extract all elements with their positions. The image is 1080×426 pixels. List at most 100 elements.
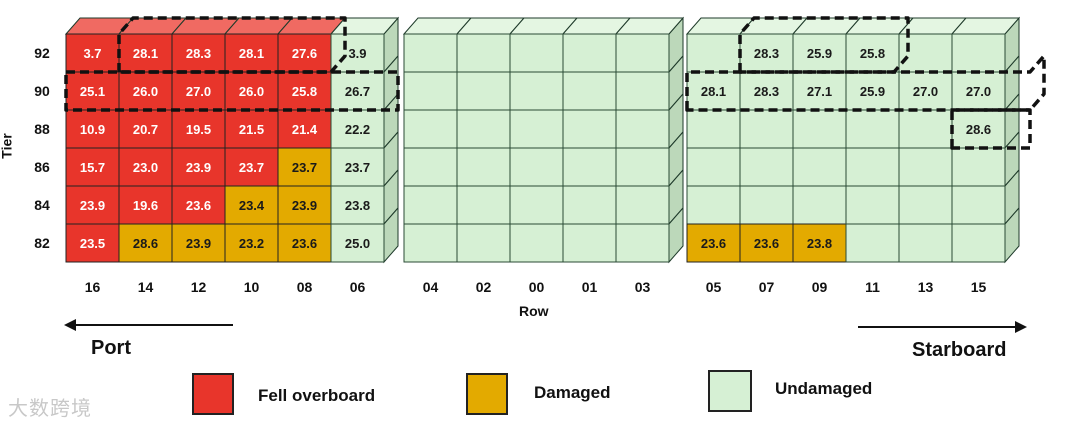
container-cell (615, 223, 670, 263)
container-cell (118, 223, 173, 263)
container-cell (509, 147, 564, 187)
row-label: 00 (529, 279, 545, 295)
container-cell (118, 185, 173, 225)
container-cell (898, 71, 953, 111)
container-value: 23.6 (292, 236, 317, 251)
container-cell (951, 109, 1006, 149)
container-value: 25.8 (860, 46, 885, 61)
container-cell (845, 33, 900, 73)
port-arrow (64, 319, 233, 331)
container-value: 23.9 (292, 198, 317, 213)
container-value: 3.7 (83, 46, 101, 61)
container-value: 23.0 (133, 160, 158, 175)
container-cell (615, 71, 670, 111)
bay-1: 3.7 28.1 28.3 28.1 27.6 3.9 25.1 26.0 27.0 26.0 25… (64, 16, 400, 264)
container-cell (951, 33, 1006, 73)
row-label: 09 (812, 279, 828, 295)
container-cell (562, 71, 617, 111)
container-value: 23.9 (186, 236, 211, 251)
container-value: 28.3 (754, 46, 779, 61)
container-cell (277, 33, 332, 73)
container-cell (509, 185, 564, 225)
row-label: 03 (635, 279, 651, 295)
container-cell (686, 147, 741, 187)
container-cell (898, 33, 953, 73)
container-cell (739, 33, 794, 73)
container-cell (845, 71, 900, 111)
container-cell (509, 223, 564, 263)
row-label: 14 (138, 279, 154, 295)
container-cell (330, 223, 385, 263)
container-value: 28.6 (966, 122, 991, 137)
container-value: 10.9 (80, 122, 105, 137)
row-label: 02 (476, 279, 492, 295)
starboard-arrow (858, 321, 1027, 333)
legend-swatch-fell-overboard (192, 373, 234, 415)
container-cell (845, 109, 900, 149)
container-cell (898, 109, 953, 149)
container-value: 3.9 (348, 46, 366, 61)
container-cell (615, 109, 670, 149)
container-cell (509, 33, 564, 73)
tier-label: 90 (34, 83, 50, 99)
container-cell (403, 71, 458, 111)
container-cell (456, 223, 511, 263)
container-value: 23.6 (701, 236, 726, 251)
row-label: 11 (865, 279, 880, 295)
container-value: 19.5 (186, 122, 211, 137)
container-value: 28.1 (701, 84, 726, 99)
container-cell (509, 109, 564, 149)
container-value: 23.2 (239, 236, 264, 251)
container-cell (403, 109, 458, 149)
container-cell (615, 185, 670, 225)
container-cell (171, 185, 226, 225)
container-value: 23.8 (345, 198, 370, 213)
container-value: 25.8 (292, 84, 317, 99)
container-value: 22.2 (345, 122, 370, 137)
container-cell (898, 185, 953, 225)
container-value: 28.3 (754, 84, 779, 99)
row-label: 15 (971, 279, 987, 295)
container-cell (951, 147, 1006, 187)
container-cell (171, 109, 226, 149)
container-cell (403, 185, 458, 225)
legend-label-fell-overboard: Fell overboard (258, 386, 376, 405)
dashed-outline-stbd-88 (950, 108, 1032, 150)
container-cell (330, 71, 385, 111)
legend-swatch-undamaged (708, 370, 752, 412)
container-cell (171, 147, 226, 187)
container-value: 21.5 (239, 122, 264, 137)
container-cell (224, 147, 279, 187)
container-cell (403, 223, 458, 263)
container-cell (330, 185, 385, 225)
container-cell (403, 33, 458, 73)
container-cell (739, 185, 794, 225)
container-cell (951, 185, 1006, 225)
container-value: 23.4 (239, 198, 265, 213)
dashed-outline-port-90 (64, 70, 400, 112)
port-label: Port (91, 337, 131, 359)
container-cell (898, 223, 953, 263)
container-cell (562, 109, 617, 149)
container-value: 26.0 (239, 84, 264, 99)
container-value: 25.9 (860, 84, 885, 99)
row-label: 08 (297, 279, 313, 295)
container-cell (686, 109, 741, 149)
container-cell (224, 33, 279, 73)
container-value: 25.9 (807, 46, 832, 61)
container-cell (686, 33, 741, 73)
row-label: 05 (706, 279, 722, 295)
container-value: 27.0 (966, 84, 991, 99)
container-value: 25.1 (80, 84, 105, 99)
container-cell (739, 109, 794, 149)
container-cell (562, 185, 617, 225)
container-cell (951, 223, 1006, 263)
bay-3: 28.3 25.9 25.8 28.1 28.3 27.1 25.9 27.0 27.0 28.6… (685, 16, 1021, 264)
container-value: 19.6 (133, 198, 158, 213)
container-cell (845, 185, 900, 225)
row-label: 16 (85, 279, 101, 295)
container-cell (615, 33, 670, 73)
container-cell (456, 109, 511, 149)
container-value: 21.4 (292, 122, 318, 137)
container-value: 27.1 (807, 84, 832, 99)
